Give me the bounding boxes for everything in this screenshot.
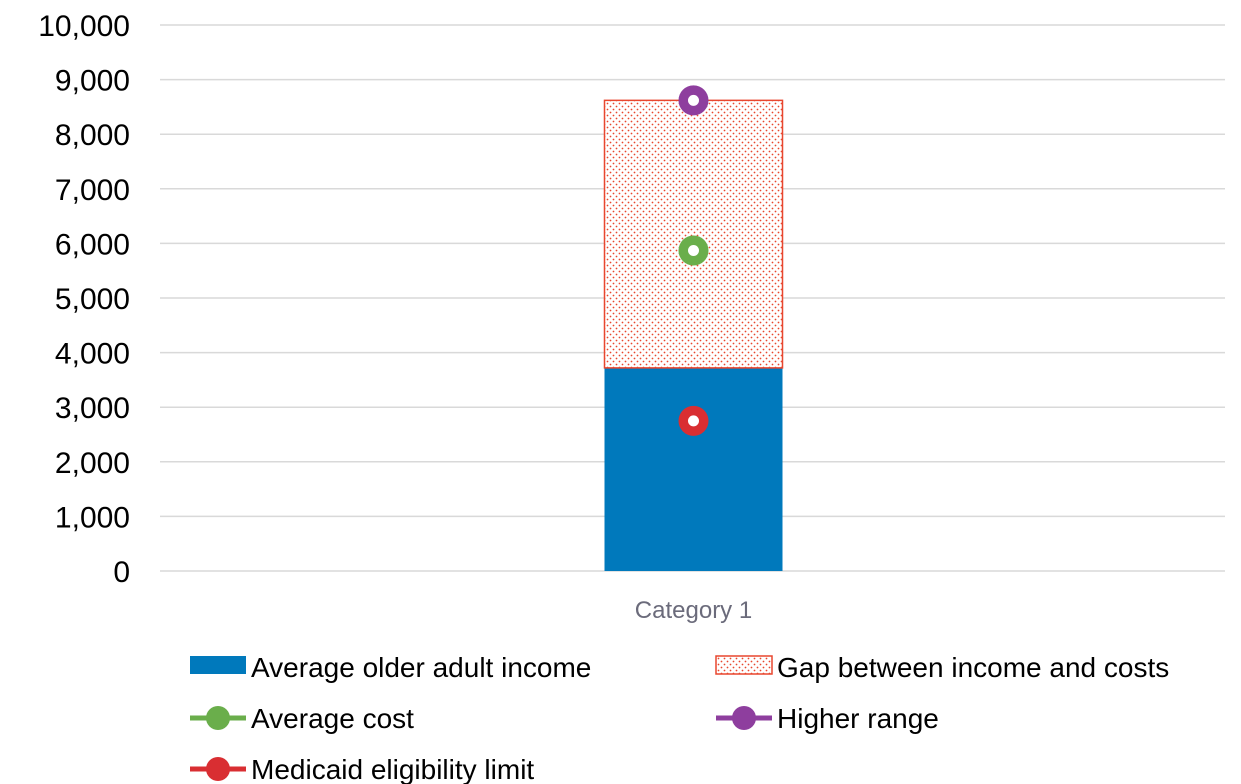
marker-center <box>688 415 699 427</box>
y-tick-label: 0 <box>113 556 130 589</box>
legend-swatch-gap-between-income-and-costs <box>715 655 773 675</box>
y-tick-label: 10,000 <box>38 10 130 43</box>
y-tick-label: 1,000 <box>55 501 130 534</box>
y-tick-label: 6,000 <box>55 228 130 261</box>
y-tick-label: 5,000 <box>55 283 130 316</box>
marker-center <box>688 94 699 106</box>
bar-average-older-adult-income <box>604 367 783 571</box>
legend-label-higher-range: Higher range <box>777 703 939 734</box>
y-tick-label: 3,000 <box>55 392 130 425</box>
y-axis-ticks: 0 1,000 2,000 3,000 4,000 5,000 6,000 7,000 8,00… <box>38 10 130 589</box>
legend-label-average-cost: Average cost <box>251 703 414 734</box>
marker-center <box>688 244 699 256</box>
y-tick-label: 8,000 <box>55 119 130 152</box>
legend-label-average-older-adult-income: Average older adult income <box>251 652 591 683</box>
legend-label-medicaid-eligibility-limit: Medicaid eligibility limit <box>251 754 534 784</box>
y-tick-label: 4,000 <box>55 338 130 371</box>
bars <box>603 99 784 571</box>
markers <box>678 85 709 436</box>
legend-marker-higher-range <box>732 706 756 730</box>
y-tick-label: 2,000 <box>55 447 130 480</box>
y-tick-label: 9,000 <box>55 65 130 98</box>
legend-marker-medicaid-eligibility-limit <box>206 757 230 781</box>
x-category-label: Category 1 <box>635 597 752 624</box>
legend: Average older adult income Gap between in… <box>190 652 1169 784</box>
bar-gap-between-income-and-costs <box>603 99 784 369</box>
legend-label-gap-between-income-and-costs: Gap between income and costs <box>777 652 1169 683</box>
x-axis-categories: Category 1 <box>635 597 752 624</box>
y-tick-label: 7,000 <box>55 174 130 207</box>
legend-marker-average-cost <box>206 706 230 730</box>
legend-swatch-average-older-adult-income <box>190 656 246 674</box>
